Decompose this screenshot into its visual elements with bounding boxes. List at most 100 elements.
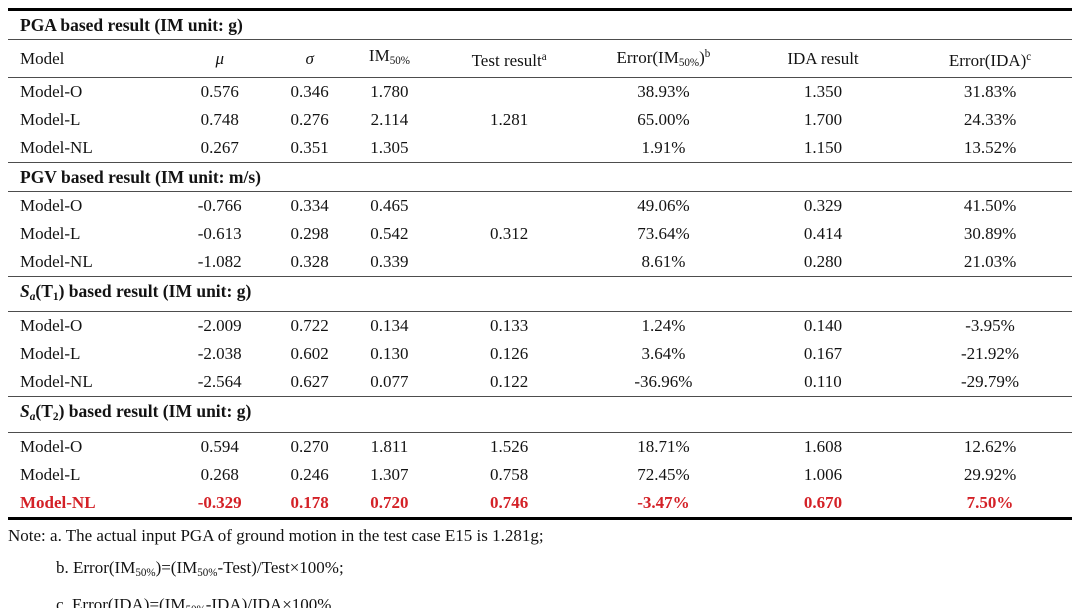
cell-error-ida: 13.52% (963, 138, 1017, 158)
text-segment: c (1026, 50, 1032, 63)
column-header-0: Model (8, 39, 170, 79)
cell-error-im50: 8.61% (641, 252, 686, 272)
cell-model: Model-L (20, 110, 81, 130)
cell-mu: 0.594 (200, 436, 239, 456)
cell-im50: 2.114 (370, 110, 409, 130)
cell-error-ida: 21.03% (963, 252, 1017, 272)
data-row: Model-NL 0.267 0.351 1.305 1.91% 1.150 13.52% (8, 134, 1072, 163)
column-header-1: μ (169, 39, 270, 79)
section-title-row-3: Sa(T2) based result (IM unit: g) (8, 396, 1072, 433)
text-segment: ) based result (IM unit: g) (58, 281, 252, 302)
cell-sigma: 0.602 (290, 344, 329, 364)
cell-im50: 0.077 (370, 372, 409, 392)
cell-model: Model-O (20, 82, 83, 102)
section-title-row-1: PGV based result (IM unit: m/s) (8, 162, 1072, 193)
text-segment: Note: a. The actual input PGA of ground … (8, 525, 544, 545)
cell-error-im50: 73.64% (637, 224, 690, 244)
section-title-1: PGV based result (IM unit: m/s) (8, 162, 1072, 193)
cell-model: Model-L (20, 344, 81, 364)
section-title-row-2: Sa(T1) based result (IM unit: g) (8, 276, 1072, 313)
text-segment: (T (35, 281, 53, 302)
text-segment: ) (699, 48, 705, 68)
cell-ida: 1.350 (803, 82, 843, 102)
text-segment: IDA result (787, 48, 859, 68)
cell-error-im50: 3.64% (641, 344, 686, 364)
text-segment: Error(IM (616, 48, 679, 68)
cell-error-ida: 29.92% (963, 464, 1017, 484)
cell-ida: 0.670 (803, 492, 843, 512)
text-segment: IM (368, 46, 390, 66)
text-segment: c. Error(IDA)=(IM (56, 594, 186, 608)
section-title-0: PGA based result (IM unit: g) (8, 9, 1072, 40)
cell-mu: -2.564 (197, 372, 242, 392)
column-header-3: IM50% (349, 39, 430, 79)
text-segment: 50% (678, 57, 700, 70)
cell-mu: -0.613 (197, 224, 242, 244)
data-row: Model-L -2.038 0.602 0.130 0.126 3.64% 0.167 -2… (8, 340, 1072, 368)
text-segment: Test result (471, 50, 542, 70)
cell-error-im50: 1.91% (641, 138, 686, 158)
cell-error-ida: 7.50% (966, 492, 1014, 512)
cell-model: Model-O (20, 196, 83, 216)
text-segment: 1 (52, 291, 59, 304)
data-row: Model-NL -2.564 0.627 0.077 0.122 -36.96% 0.11… (8, 368, 1072, 397)
cell-ida: 1.006 (803, 464, 843, 484)
text-segment: 50% (197, 566, 218, 579)
data-row: Model-L -0.613 0.298 0.542 73.64% 0.414 30.89% (8, 220, 1072, 248)
section-title-3: Sa(T2) based result (IM unit: g) (8, 396, 1072, 433)
cell-mu: 0.576 (200, 82, 239, 102)
cell-im50: 1.780 (370, 82, 409, 102)
cell-ida: 0.140 (803, 316, 843, 336)
cell-error-ida: 24.33% (963, 110, 1017, 130)
text-segment: S (20, 401, 30, 422)
cell-error-im50: -3.47% (637, 492, 690, 512)
section-title-2: Sa(T1) based result (IM unit: g) (8, 276, 1072, 313)
text-segment: b (704, 48, 711, 60)
text-segment: 50% (389, 55, 410, 68)
cell-model: Model-NL (20, 492, 96, 512)
cell-test: 1.526 (490, 436, 529, 456)
cell-sigma: 0.328 (290, 252, 329, 272)
cell-im50: 1.307 (370, 464, 409, 484)
cell-error-ida: 12.62% (963, 436, 1017, 456)
cell-error-im50: 18.71% (637, 436, 690, 456)
cell-error-ida: 31.83% (963, 82, 1017, 102)
cell-mu: -1.082 (197, 252, 242, 272)
data-row: Model-O 0.594 0.270 1.811 1.526 18.71% 1.608 12… (8, 432, 1072, 461)
cell-test: 0.758 (490, 464, 529, 484)
text-segment: -Test)/Test×100%; (217, 557, 344, 577)
cell-im50: 0.130 (370, 344, 409, 364)
cell-error-im50: 38.93% (637, 82, 690, 102)
text-segment: PGA based result (IM unit: g) (20, 15, 243, 35)
cell-test: 0.746 (490, 492, 529, 512)
cell-ida: 1.700 (803, 110, 843, 130)
cell-ida: 0.280 (803, 252, 843, 272)
cell-error-im50: 1.24% (641, 316, 686, 336)
table-body: PGA based result (IM unit: g) Model μ σ IM50… (8, 9, 1072, 519)
text-segment: 2 (52, 411, 59, 424)
cell-sigma: 0.270 (290, 436, 329, 456)
cell-im50: 0.542 (370, 224, 409, 244)
text-segment: 50% (185, 604, 205, 608)
cell-error-ida: 30.89% (963, 224, 1017, 244)
text-segment: μ (215, 48, 224, 68)
cell-sigma: 0.276 (290, 110, 329, 130)
text-segment: Model (20, 48, 65, 68)
cell-sigma: 0.334 (290, 196, 329, 216)
cell-model: Model-NL (20, 138, 93, 158)
cell-error-ida: -21.92% (961, 344, 1020, 364)
cell-sigma: 0.246 (290, 464, 329, 484)
cell-error-im50: 72.45% (637, 464, 690, 484)
data-row: Model-L 0.748 0.276 2.114 65.00% 1.700 24.33% (8, 106, 1072, 134)
cell-sigma: 0.351 (290, 138, 329, 158)
text-segment: )=(IM (155, 557, 198, 577)
cell-error-im50: -36.96% (634, 372, 693, 392)
cell-sigma: 0.627 (290, 372, 329, 392)
cell-mu: -2.009 (197, 316, 242, 336)
text-segment: (T (35, 401, 53, 422)
cell-mu: -0.329 (197, 492, 242, 512)
cell-im50: 0.339 (370, 252, 409, 272)
cell-ida: 0.329 (803, 196, 843, 216)
cell-sigma: 0.178 (290, 492, 329, 512)
